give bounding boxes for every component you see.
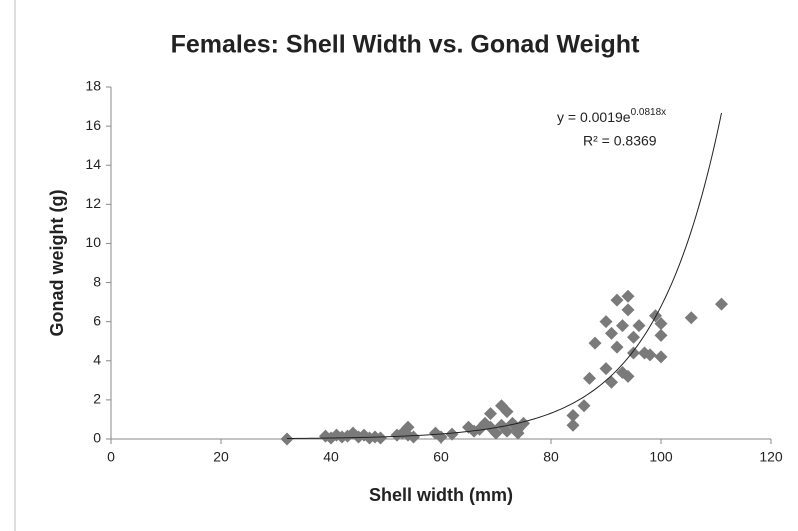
trendline xyxy=(286,112,722,439)
y-tick-label: 12 xyxy=(85,195,101,211)
equation: y = 0.0019e xyxy=(557,109,631,125)
y-tick-label: 0 xyxy=(93,430,101,446)
x-tick-label: 20 xyxy=(213,449,229,465)
y-axis-label: Gonad weight (g) xyxy=(47,190,67,337)
r-squared: R² = 0.8369 xyxy=(583,133,657,149)
point xyxy=(684,311,698,325)
x-tick-label: 60 xyxy=(433,449,449,465)
point xyxy=(500,405,514,419)
point xyxy=(605,326,618,340)
point xyxy=(621,303,635,317)
point xyxy=(654,328,668,342)
x-tick-label: 120 xyxy=(759,449,783,465)
point xyxy=(599,362,613,376)
y-tick-label: 18 xyxy=(85,78,101,94)
point xyxy=(566,409,580,423)
exponent: 0.0818x xyxy=(631,107,667,118)
x-tick-label: 80 xyxy=(543,449,559,465)
y-tick-label: 8 xyxy=(93,273,101,289)
point xyxy=(610,340,624,354)
point xyxy=(374,431,387,445)
point xyxy=(566,418,580,432)
point xyxy=(632,319,646,333)
point xyxy=(401,420,415,434)
point xyxy=(627,346,640,360)
y-tick-label: 16 xyxy=(85,117,101,133)
point xyxy=(489,426,503,440)
point xyxy=(621,289,635,303)
trend-equation: y = 0.0019e0.0818x xyxy=(557,107,666,125)
point xyxy=(616,319,629,333)
x-tick-label: 0 xyxy=(107,449,115,465)
point xyxy=(588,336,602,350)
point xyxy=(577,399,591,413)
point xyxy=(621,369,635,383)
point xyxy=(583,371,596,385)
point xyxy=(605,375,618,389)
point xyxy=(599,315,613,329)
point xyxy=(484,407,497,421)
x-axis-label: Shell width (mm) xyxy=(369,485,513,505)
point xyxy=(715,297,728,311)
point xyxy=(654,317,668,331)
y-tick-label: 4 xyxy=(93,351,101,367)
x-tick-label: 40 xyxy=(323,449,339,465)
point xyxy=(511,426,525,440)
point xyxy=(407,430,420,444)
y-tick-label: 6 xyxy=(93,312,101,328)
y-tick-label: 14 xyxy=(85,156,101,172)
chart-title: Females: Shell Width vs. Gonad Weight xyxy=(171,31,640,59)
point xyxy=(517,416,530,430)
point xyxy=(445,427,459,441)
point xyxy=(610,293,624,307)
x-tick-label: 100 xyxy=(649,449,673,465)
point xyxy=(280,432,294,446)
y-tick-label: 2 xyxy=(93,391,101,407)
point xyxy=(500,424,514,438)
point xyxy=(654,350,668,364)
point xyxy=(643,348,657,362)
y-tick-label: 10 xyxy=(85,234,101,250)
point xyxy=(627,330,640,344)
